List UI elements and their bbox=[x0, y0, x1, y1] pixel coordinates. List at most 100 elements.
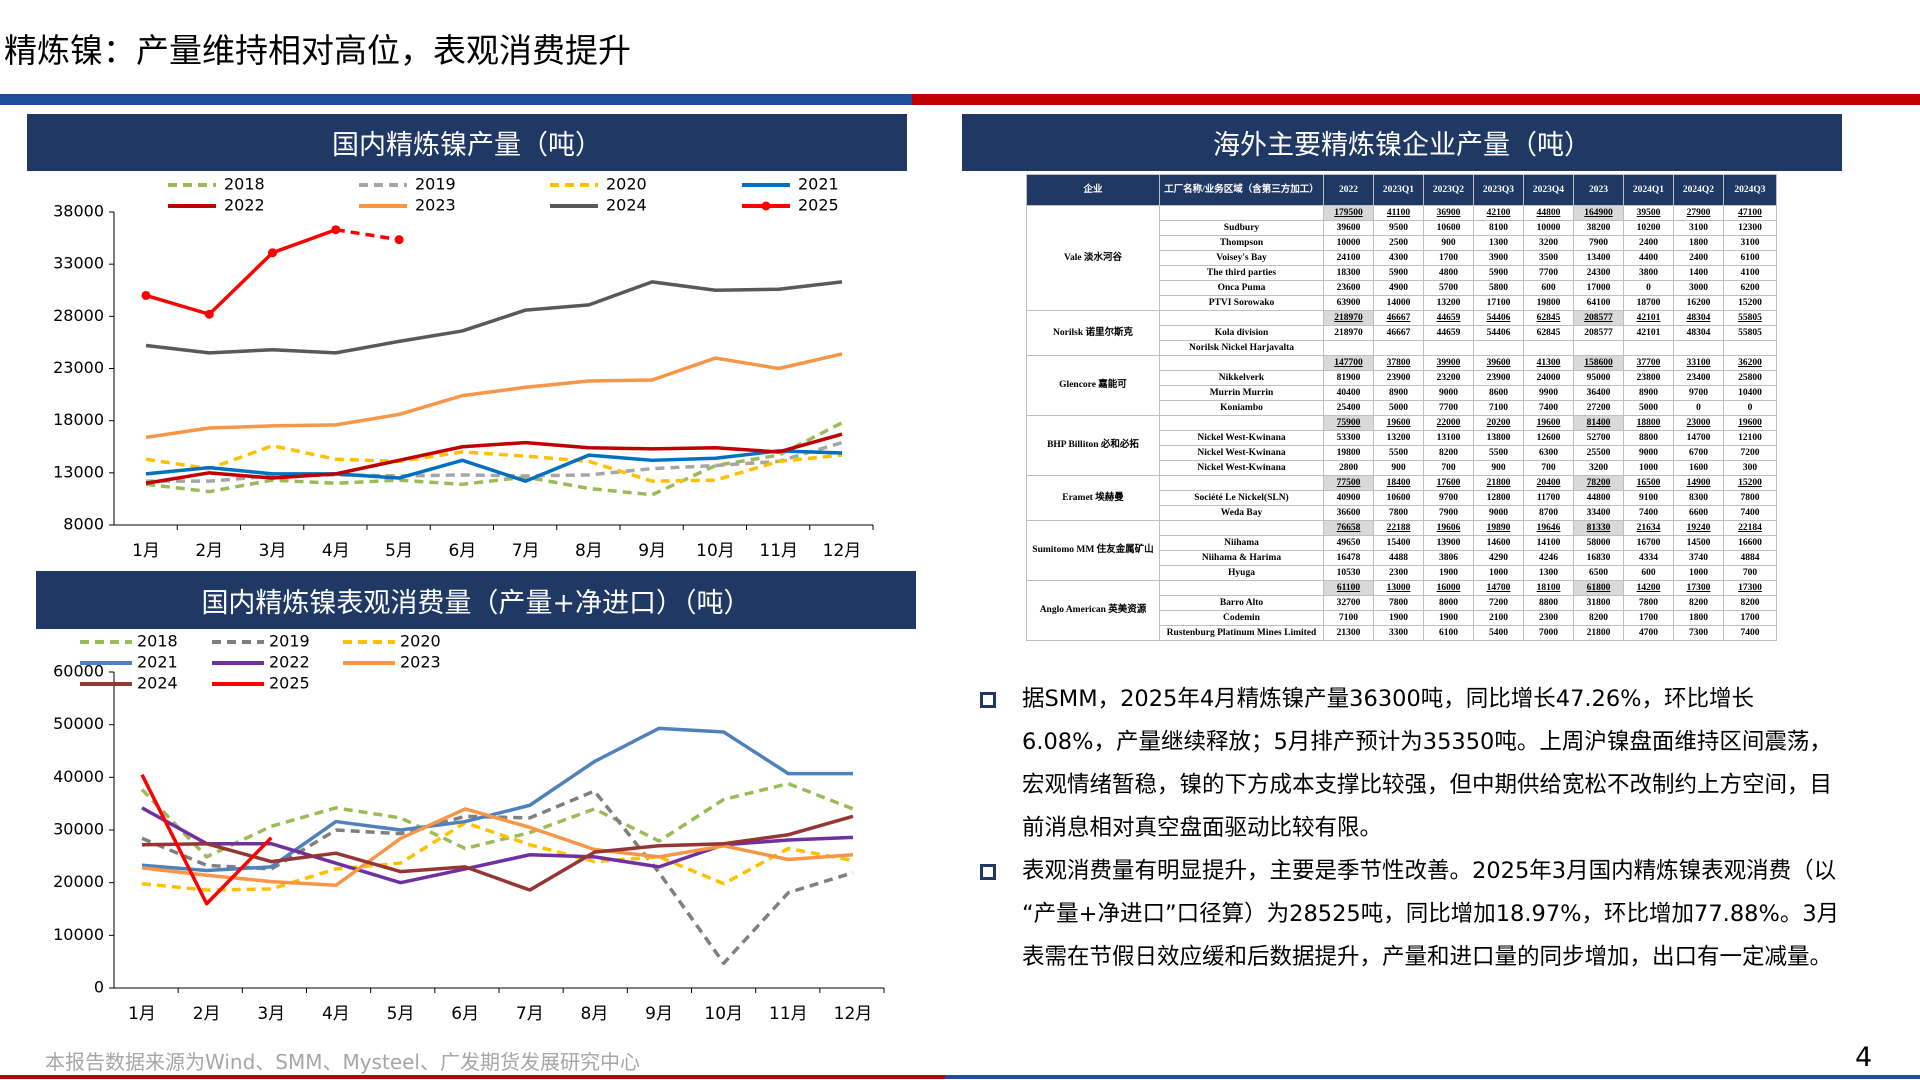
value-cell: 4334 bbox=[1623, 550, 1674, 566]
plant-cell bbox=[1159, 205, 1324, 221]
value-cell: 55805 bbox=[1723, 325, 1777, 341]
value-cell bbox=[1423, 340, 1474, 356]
value-cell bbox=[1723, 340, 1777, 356]
value-cell: 1700 bbox=[1623, 610, 1674, 626]
total-cell: 208577 bbox=[1573, 310, 1624, 326]
value-cell: 25400 bbox=[1323, 400, 1374, 416]
header-bar bbox=[0, 94, 912, 105]
value-cell: 1700 bbox=[1423, 250, 1474, 266]
total-cell: 55805 bbox=[1723, 310, 1777, 326]
total-cell: 19600 bbox=[1373, 415, 1424, 431]
value-cell: 14500 bbox=[1673, 535, 1724, 551]
total-cell: 44659 bbox=[1423, 310, 1474, 326]
value-cell: 2400 bbox=[1673, 250, 1724, 266]
y-tick-label: 18000 bbox=[53, 410, 104, 429]
value-cell: 5400 bbox=[1473, 625, 1524, 641]
legend-label: 2018 bbox=[137, 632, 178, 651]
legend-label: 2019 bbox=[415, 175, 456, 194]
value-cell: 0 bbox=[1673, 400, 1724, 416]
value-cell: 7800 bbox=[1723, 490, 1777, 506]
value-cell bbox=[1323, 340, 1374, 356]
series-line bbox=[335, 228, 400, 242]
series-line bbox=[145, 449, 843, 483]
y-tick-label: 10000 bbox=[53, 925, 104, 944]
value-cell: 4884 bbox=[1723, 550, 1777, 566]
value-cell: 7400 bbox=[1723, 625, 1777, 641]
value-cell: 25500 bbox=[1573, 445, 1624, 461]
value-cell: 1000 bbox=[1473, 565, 1524, 581]
series-line bbox=[145, 421, 843, 497]
point bbox=[204, 309, 214, 319]
total-cell: 19646 bbox=[1523, 520, 1574, 536]
plant-cell: Niihama & Harima bbox=[1159, 550, 1324, 566]
value-cell: 8600 bbox=[1473, 385, 1524, 401]
total-cell: 47100 bbox=[1723, 205, 1777, 221]
value-cell: 46667 bbox=[1373, 325, 1424, 341]
value-cell: 3200 bbox=[1573, 460, 1624, 476]
x-tick-label: 10月 bbox=[696, 541, 735, 561]
value-cell: 9000 bbox=[1623, 445, 1674, 461]
legend-label: 2023 bbox=[400, 653, 441, 672]
value-cell: 11700 bbox=[1523, 490, 1574, 506]
value-cell: 12600 bbox=[1523, 430, 1574, 446]
total-row: Anglo American 英美资源 61100 13000 16000 14700 1… bbox=[1026, 580, 1777, 641]
value-cell: 7100 bbox=[1323, 610, 1374, 626]
y-tick-label: 38000 bbox=[53, 202, 104, 221]
value-cell: 58000 bbox=[1573, 535, 1624, 551]
total-cell: 22188 bbox=[1373, 520, 1424, 536]
value-cell: 4488 bbox=[1373, 550, 1424, 566]
column-header: 2024Q3 bbox=[1723, 174, 1777, 206]
value-cell: 1800 bbox=[1673, 610, 1724, 626]
value-cell: 2100 bbox=[1473, 610, 1524, 626]
plant-row: Sudbury 39600 9500 10600 8100 10000 38200 10200… bbox=[1027, 220, 1777, 236]
value-cell: 12800 bbox=[1473, 490, 1524, 506]
total-cell: 20200 bbox=[1473, 415, 1524, 431]
value-cell: 63900 bbox=[1323, 295, 1374, 311]
value-cell: 25800 bbox=[1723, 370, 1777, 386]
value-cell: 7000 bbox=[1523, 625, 1574, 641]
value-cell: 1000 bbox=[1623, 460, 1674, 476]
value-cell: 10200 bbox=[1623, 220, 1674, 236]
plant-cell bbox=[1159, 475, 1324, 491]
value-cell: 6100 bbox=[1723, 250, 1777, 266]
value-cell: 2500 bbox=[1373, 235, 1424, 251]
header-bar bbox=[912, 94, 1920, 105]
total-cell: 61100 bbox=[1323, 580, 1374, 596]
plant-row: Thompson 10000 2500 900 1300 3200 7900 2400 1800… bbox=[1027, 235, 1777, 251]
company-cell: Glencore 嘉能可 bbox=[1026, 355, 1160, 416]
value-cell: 9700 bbox=[1423, 490, 1474, 506]
total-cell: 21634 bbox=[1623, 520, 1674, 536]
value-cell bbox=[1623, 340, 1674, 356]
value-cell: 27200 bbox=[1573, 400, 1624, 416]
plant-cell: PTVI Sorowako bbox=[1159, 295, 1324, 311]
x-tick-label: 8月 bbox=[581, 1004, 609, 1024]
x-tick-label: 5月 bbox=[387, 1004, 415, 1024]
value-cell: 62845 bbox=[1523, 325, 1574, 341]
total-cell: 54406 bbox=[1473, 310, 1524, 326]
value-cell: 16600 bbox=[1723, 535, 1777, 551]
value-cell: 3800 bbox=[1623, 265, 1674, 281]
column-header: 2023Q4 bbox=[1523, 174, 1574, 206]
value-cell bbox=[1373, 340, 1424, 356]
total-cell: 61800 bbox=[1573, 580, 1624, 596]
legend-marker bbox=[761, 201, 771, 211]
value-cell: 8200 bbox=[1423, 445, 1474, 461]
total-cell: 37700 bbox=[1623, 355, 1674, 371]
value-cell: 6200 bbox=[1723, 280, 1777, 296]
column-header: 2024Q1 bbox=[1623, 174, 1674, 206]
value-cell: 8200 bbox=[1573, 610, 1624, 626]
total-row: Sumitomo MM 住友金属矿山 76658 22188 19606 19890 19… bbox=[1026, 520, 1777, 581]
value-cell: 4290 bbox=[1473, 550, 1524, 566]
value-cell: 8900 bbox=[1623, 385, 1674, 401]
y-tick-label: 13000 bbox=[53, 462, 104, 481]
total-cell: 20400 bbox=[1523, 475, 1574, 491]
value-cell: 40400 bbox=[1323, 385, 1374, 401]
column-header: 2023Q1 bbox=[1373, 174, 1424, 206]
value-cell: 16700 bbox=[1623, 535, 1674, 551]
legend-label: 2021 bbox=[798, 175, 839, 194]
value-cell: 44800 bbox=[1573, 490, 1624, 506]
value-cell: 4300 bbox=[1373, 250, 1424, 266]
value-cell: 16200 bbox=[1673, 295, 1724, 311]
x-tick-label: 12月 bbox=[834, 1004, 873, 1024]
value-cell: 21800 bbox=[1573, 625, 1624, 641]
